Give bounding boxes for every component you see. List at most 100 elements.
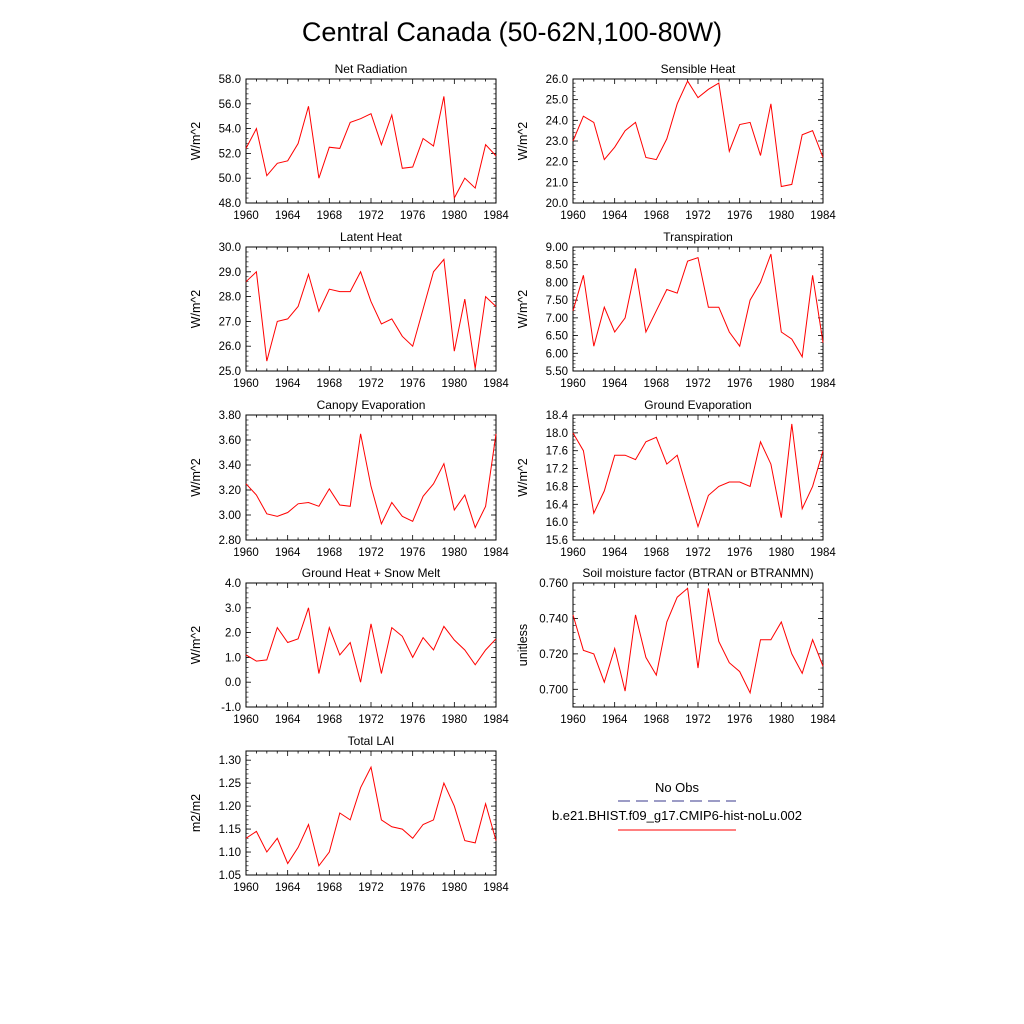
legend-label-no-obs: No Obs: [655, 780, 700, 795]
panel-title: Total LAI: [348, 734, 395, 748]
x-tick-label: 1964: [275, 547, 301, 559]
y-tick-label: 25.0: [546, 95, 568, 107]
series-line: [245, 607, 497, 683]
y-tick-label: 3.40: [219, 460, 241, 472]
x-tick-label: 1972: [358, 547, 384, 559]
y-tick-label: 24.0: [546, 115, 568, 127]
x-tick-label: 1960: [560, 210, 586, 222]
y-tick-label: 56.0: [219, 99, 241, 111]
x-tick-label: 1964: [275, 378, 301, 390]
plot-frame: [245, 246, 497, 372]
y-tick-label: 4.0: [225, 578, 241, 590]
x-tick-label: 1968: [317, 547, 343, 559]
x-tick-label: 1968: [644, 714, 670, 726]
y-tick-label: 58.0: [219, 74, 241, 86]
panel-canopy-evaporation: 1960 1964 1968 1972 1976 1980 1984 2.80 3.00 3.20…: [189, 398, 509, 559]
y-axis-label: W/m^2: [189, 626, 203, 665]
y-tick-label: -1.0: [221, 702, 241, 714]
panel-ground-heat-snow-melt: 1960 1964 1968 1972 1976 1980 1984 -1.0 0.0 1.0 2.…: [189, 566, 509, 726]
x-tick-label: 1960: [560, 547, 586, 559]
y-axis-label: unitless: [516, 624, 530, 666]
x-tick-label: 1984: [483, 882, 509, 894]
y-axis-label: W/m^2: [516, 458, 530, 497]
panel-soil-moisture-factor-btran-or-btranmn: 1960 1964 1968 1972 1976 1980 1984 0.700 0.720 0.…: [516, 566, 836, 726]
y-tick-label: 0.740: [539, 613, 568, 625]
x-tick-label: 1984: [810, 714, 836, 726]
panel-transpiration: 1960 1964 1968 1972 1976 1980 1984 5.50 6.00 6.50…: [516, 230, 836, 390]
panel-title: Ground Heat + Snow Melt: [302, 566, 441, 580]
x-tick-label: 1972: [685, 378, 711, 390]
x-tick-label: 1976: [400, 547, 426, 559]
x-tick-label: 1972: [685, 210, 711, 222]
y-tick-label: 1.30: [219, 755, 241, 767]
x-tick-label: 1972: [358, 882, 384, 894]
x-tick-label: 1976: [400, 714, 426, 726]
series-line: [245, 258, 497, 369]
y-tick-label: 7.00: [546, 313, 568, 325]
panel-ground-evaporation: 1960 1964 1968 1972 1976 1980 1984 15.6 16.0 16.4…: [516, 398, 836, 559]
y-tick-label: 54.0: [219, 124, 241, 136]
x-tick-label: 1964: [275, 714, 301, 726]
x-tick-label: 1968: [644, 547, 670, 559]
y-tick-label: 17.6: [546, 446, 568, 458]
panel-latent-heat: 1960 1964 1968 1972 1976 1980 1984 25.0 26.0 27.0…: [189, 230, 509, 390]
x-tick-label: 1980: [769, 378, 795, 390]
panel-title: Latent Heat: [340, 230, 403, 244]
plot-frame: [245, 414, 497, 541]
plot-frame: [572, 246, 824, 372]
y-tick-label: 8.00: [546, 277, 568, 289]
x-tick-label: 1972: [358, 378, 384, 390]
y-tick-label: 22.0: [546, 157, 568, 169]
y-tick-label: 48.0: [219, 198, 241, 210]
x-tick-label: 1960: [560, 714, 586, 726]
y-tick-label: 18.4: [546, 410, 569, 422]
x-tick-label: 1976: [727, 378, 753, 390]
panel-title: Soil moisture factor (BTRAN or BTRANMN): [582, 566, 813, 580]
panel-title: Sensible Heat: [661, 62, 736, 76]
x-tick-label: 1984: [483, 378, 509, 390]
y-tick-label: 5.50: [546, 366, 568, 378]
plot-frame: [245, 582, 497, 708]
y-tick-label: 1.25: [219, 778, 241, 790]
panel-title: Canopy Evaporation: [317, 398, 426, 412]
x-tick-label: 1964: [602, 547, 628, 559]
y-tick-label: 17.2: [546, 464, 568, 476]
y-tick-label: 0.700: [539, 684, 568, 696]
y-tick-label: 25.0: [219, 366, 241, 378]
x-tick-label: 1964: [602, 714, 628, 726]
x-tick-label: 1960: [233, 547, 259, 559]
y-tick-label: 1.10: [219, 847, 241, 859]
plot-frame: [572, 582, 824, 708]
y-tick-label: 0.720: [539, 649, 568, 661]
x-tick-label: 1968: [317, 210, 343, 222]
y-tick-label: 26.0: [219, 341, 241, 353]
x-tick-label: 1980: [769, 210, 795, 222]
y-axis-label: W/m^2: [516, 290, 530, 329]
y-tick-label: 3.60: [219, 435, 241, 447]
x-tick-label: 1972: [685, 547, 711, 559]
x-tick-label: 1964: [275, 210, 301, 222]
x-tick-label: 1960: [233, 210, 259, 222]
x-tick-label: 1984: [810, 210, 836, 222]
y-tick-label: 52.0: [219, 148, 241, 160]
x-tick-label: 1972: [358, 210, 384, 222]
x-tick-label: 1960: [233, 714, 259, 726]
panel-sensible-heat: 1960 1964 1968 1972 1976 1980 1984 20.0 21.0 22.0…: [516, 62, 836, 222]
chart-panels: 1960 1964 1968 1972 1976 1980 1984 48.0 50.0 52.0…: [189, 62, 836, 894]
x-tick-label: 1980: [442, 882, 468, 894]
x-tick-label: 1980: [769, 714, 795, 726]
y-tick-label: 21.0: [546, 177, 568, 189]
x-tick-label: 1984: [483, 547, 509, 559]
x-tick-label: 1976: [400, 210, 426, 222]
y-tick-label: 29.0: [219, 267, 241, 279]
x-tick-label: 1976: [727, 714, 753, 726]
y-tick-label: 1.0: [225, 652, 241, 664]
y-tick-label: 1.15: [219, 824, 241, 836]
x-tick-label: 1968: [317, 378, 343, 390]
x-tick-label: 1972: [358, 714, 384, 726]
y-axis-label: W/m^2: [516, 122, 530, 161]
plot-frame: [245, 78, 497, 204]
x-tick-label: 1980: [442, 714, 468, 726]
x-tick-label: 1968: [644, 210, 670, 222]
